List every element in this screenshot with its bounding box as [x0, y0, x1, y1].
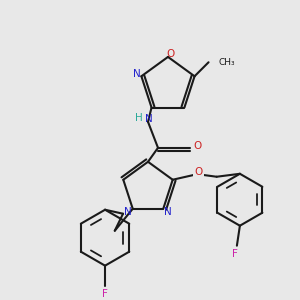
- Text: O: O: [194, 141, 202, 151]
- Text: H: H: [135, 113, 143, 123]
- Text: N: N: [164, 207, 172, 217]
- Text: O: O: [167, 49, 175, 59]
- Text: N: N: [133, 69, 140, 79]
- Text: F: F: [102, 289, 108, 298]
- Text: CH₃: CH₃: [218, 58, 235, 67]
- Text: F: F: [232, 249, 238, 259]
- Text: O: O: [194, 167, 203, 177]
- Text: N: N: [145, 114, 153, 124]
- Text: N: N: [124, 207, 132, 217]
